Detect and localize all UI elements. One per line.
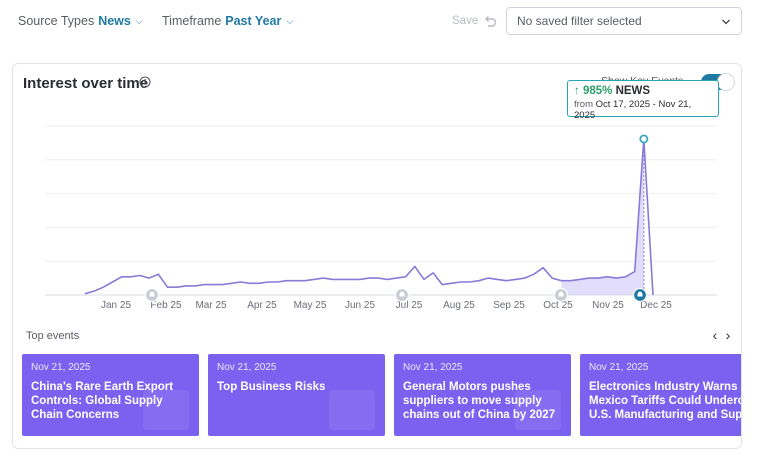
saved-filter-value: No saved filter selected (517, 14, 642, 28)
source-types-value[interactable]: News (98, 14, 131, 28)
tooltip-range-row: from Oct 17, 2025 - Nov 21, 2025 (574, 99, 712, 121)
tooltip-headline: ↑ 985% NEWS (574, 85, 712, 97)
source-types-label: Source Types (18, 14, 95, 28)
x-tick-label: Jun 25 (345, 300, 375, 311)
x-tick-label: Apr 25 (247, 300, 277, 311)
event-card[interactable]: Nov 21, 2025 General Motors pushes suppl… (394, 354, 571, 436)
timeframe-filter[interactable]: Timeframe Past Year ⌵ (162, 14, 293, 28)
peak-point (639, 134, 649, 144)
event-card[interactable]: Nov 21, 2025 Electronics Industry Warns … (580, 354, 742, 436)
event-date: Nov 21, 2025 (589, 362, 649, 373)
filter-bar: Source Types News ⌵ Timeframe Past Year … (0, 0, 762, 44)
tooltip-change: ↑ 985% (574, 85, 613, 97)
event-card[interactable]: Nov 21, 2025 China's Rare Earth Export C… (22, 354, 199, 436)
x-tick-label: Aug 25 (443, 300, 475, 311)
x-tick-label: May 25 (294, 300, 327, 311)
interest-chart: Jan 25 Feb 25 Mar 25 Apr 25 May 25 Jun 25 Jul … (45, 125, 717, 311)
event-date: Nov 21, 2025 (31, 362, 91, 373)
series-line (84, 138, 654, 296)
event-headline: Electronics Industry Warns Mexico Tariff… (589, 381, 742, 421)
event-watermark-icon (515, 390, 561, 430)
x-tick-label: Jan 25 (101, 300, 131, 311)
event-headline: China's Rare Earth Export Controls: Glob… (31, 381, 174, 421)
x-tick-label: Feb 25 (150, 300, 182, 311)
top-events-label: Top events (26, 330, 80, 342)
saved-filter-select[interactable]: No saved filter selected (506, 7, 742, 35)
tooltip-source: NEWS (615, 85, 651, 97)
source-types-filter[interactable]: Source Types News ⌵ (18, 14, 143, 28)
highlight-range-area (561, 139, 644, 295)
event-date: Nov 21, 2025 (217, 362, 277, 373)
x-tick-label: Mar 25 (195, 300, 227, 311)
x-tick-label: Dec 25 (640, 300, 672, 311)
tooltip-from-label: from (574, 99, 593, 110)
bell-icon-shape (558, 291, 564, 297)
next-arrow-icon[interactable]: › (725, 327, 731, 343)
tooltip-range: Oct 17, 2025 - Nov 21, 2025 (574, 99, 692, 121)
x-tick-label: Nov 25 (592, 300, 624, 311)
event-watermark-icon (143, 390, 189, 430)
x-tick-label: Sep 25 (493, 300, 525, 311)
card-title: Interest over time (23, 75, 149, 92)
event-card[interactable]: Nov 21, 2025 Top Business Risks (208, 354, 385, 436)
event-headline: Top Business Risks (217, 381, 326, 393)
event-headline: General Motors pushes suppliers to move … (403, 381, 556, 421)
event-watermark-icon (329, 390, 375, 430)
info-icon[interactable] (139, 76, 151, 88)
bell-icon-shape (149, 291, 155, 297)
timeframe-value[interactable]: Past Year (225, 14, 282, 28)
event-date: Nov 21, 2025 (403, 362, 463, 373)
chart-tooltip: ↑ 985% NEWS from Oct 17, 2025 - Nov 21, … (567, 80, 719, 121)
previous-arrow-icon[interactable]: ‹ (712, 327, 718, 343)
chevron-down-icon[interactable] (721, 17, 731, 27)
x-tick-label: Oct 25 (543, 300, 573, 311)
interest-over-time-card: Interest over time Show Key Events Jan 2… (12, 63, 742, 449)
chevron-down-icon[interactable]: ⌵ (286, 15, 294, 26)
timeframe-label: Timeframe (162, 14, 222, 28)
save-button[interactable]: Save (452, 15, 479, 27)
undo-icon[interactable] (483, 14, 497, 28)
bell-icon-shape (399, 291, 405, 297)
chevron-down-icon[interactable]: ⌵ (135, 15, 143, 26)
x-tick-label: Jul 25 (396, 300, 423, 311)
bell-icon-shape (637, 291, 643, 297)
